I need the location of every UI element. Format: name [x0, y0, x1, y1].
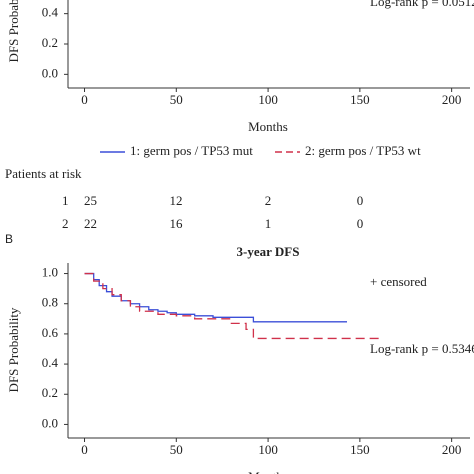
x-tick-label: 0	[81, 92, 88, 107]
x-tick-label: 50	[170, 442, 183, 457]
risk-cell: 0	[357, 216, 364, 231]
x-tick-label: 100	[258, 92, 278, 107]
x-tick-label: 100	[258, 442, 278, 457]
y-axis-label: DFS Probability	[6, 307, 21, 392]
risk-cell: 0	[357, 193, 364, 208]
survival-curve	[84, 272, 348, 323]
censor-note: + censored	[370, 274, 427, 289]
x-tick-label: 50	[170, 92, 183, 107]
y-tick-label: 0.0	[42, 65, 58, 80]
y-tick-label: 0.6	[42, 325, 59, 340]
panel-label: B	[5, 232, 13, 246]
x-tick-label: 0	[81, 442, 88, 457]
risk-title: Patients at risk	[5, 166, 82, 181]
y-tick-label: 0.4	[42, 5, 59, 20]
annotation: Log-rank p = 0.5346	[370, 341, 474, 356]
y-tick-label: 0.2	[42, 35, 58, 50]
x-tick-label: 150	[350, 92, 370, 107]
x-tick-label: 200	[442, 92, 462, 107]
survival-curve	[84, 272, 382, 340]
risk-cell: 1	[265, 216, 272, 231]
x-axis-label: Months	[248, 119, 288, 134]
y-tick-label: 1.0	[42, 265, 58, 280]
annotation: Log-rank p = 0.0512	[370, 0, 474, 9]
y-tick-label: 0.4	[42, 355, 59, 370]
legend-label: 2: germ pos / TP53 wt	[305, 143, 421, 158]
risk-cell: 2	[265, 193, 272, 208]
x-tick-label: 200	[442, 442, 462, 457]
x-axis-label: Months	[248, 469, 288, 474]
risk-cell: 22	[84, 216, 97, 231]
y-axis-label: DFS Probability	[6, 0, 21, 62]
risk-cell: 12	[170, 193, 183, 208]
risk-cell: 16	[170, 216, 184, 231]
risk-cell: 25	[84, 193, 97, 208]
chart-title: 3-year DFS	[237, 244, 300, 259]
risk-cell: 2	[62, 216, 69, 231]
x-tick-label: 150	[350, 442, 370, 457]
y-tick-label: 0.0	[42, 415, 58, 430]
risk-cell: 1	[62, 193, 69, 208]
y-tick-label: 0.8	[42, 295, 58, 310]
legend-label: 1: germ pos / TP53 mut	[130, 143, 253, 158]
y-tick-label: 0.2	[42, 385, 58, 400]
